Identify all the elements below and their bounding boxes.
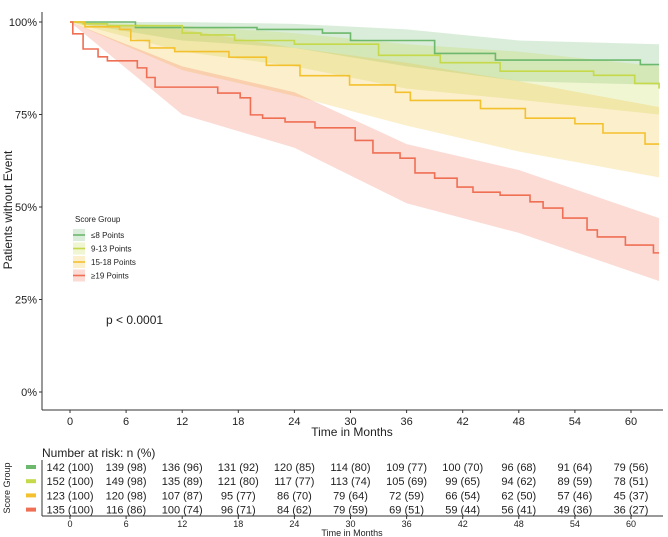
risk-cell: 136 (96) xyxy=(162,462,203,474)
risk-cell: 66 (54) xyxy=(445,490,480,502)
x-tick-label: 60 xyxy=(625,416,637,428)
risk-table-title: Number at risk: n (%) xyxy=(42,446,155,460)
risk-cell: 107 (87) xyxy=(162,490,203,502)
risk-row-color-key xyxy=(26,465,36,469)
risk-cell: 78 (51) xyxy=(614,476,649,488)
risk-cell: 56 (41) xyxy=(501,505,536,517)
risk-cell: 109 (77) xyxy=(386,462,427,474)
ci-band-3 xyxy=(70,22,660,178)
risk-row-color-key xyxy=(26,493,36,498)
survival-curve-2 xyxy=(70,21,660,89)
risk-cell: 121 (80) xyxy=(218,476,259,488)
risk-cell: 59 (44) xyxy=(445,505,480,517)
x-tick-label: 30 xyxy=(344,416,356,428)
legend-label: ≤8 Points xyxy=(91,231,124,240)
ci-band-2 xyxy=(70,22,660,115)
x-tick-label: 12 xyxy=(176,416,188,428)
risk-x-tick-label: 48 xyxy=(514,519,524,529)
survival-curve-4 xyxy=(70,21,660,254)
risk-cell: 135 (100) xyxy=(46,505,93,517)
risk-cell: 96 (71) xyxy=(221,505,256,517)
risk-x-tick-label: 0 xyxy=(67,519,72,529)
risk-x-tick-label: 42 xyxy=(458,519,468,529)
y-tick-label: 100% xyxy=(9,17,37,29)
risk-y-axis-title: Score Group xyxy=(2,462,12,513)
risk-cell: 79 (59) xyxy=(333,505,368,517)
risk-cell: 105 (69) xyxy=(386,476,427,488)
y-tick-label: 75% xyxy=(15,110,37,122)
risk-cell: 79 (56) xyxy=(614,462,649,474)
risk-row-color-key xyxy=(26,507,36,512)
survival-curve-1 xyxy=(70,21,660,66)
legend-title: Score Group xyxy=(75,215,121,224)
risk-cell: 120 (85) xyxy=(274,462,315,474)
risk-row-color-key xyxy=(26,479,36,484)
y-axis-title: Patients without Event xyxy=(1,150,15,269)
risk-x-tick-label: 36 xyxy=(402,519,412,529)
x-tick-label: 42 xyxy=(457,416,469,428)
risk-cell: 95 (77) xyxy=(221,490,256,502)
risk-x-tick-label: 54 xyxy=(570,519,580,529)
x-tick-label: 0 xyxy=(67,416,73,428)
risk-cell: 45 (37) xyxy=(614,490,649,502)
risk-cell: 84 (62) xyxy=(277,505,312,517)
legend-label: 9-13 Points xyxy=(91,245,131,254)
risk-cell: 120 (98) xyxy=(106,490,147,502)
survival-curve-3 xyxy=(70,21,660,145)
risk-cell: 94 (62) xyxy=(501,476,536,488)
risk-x-tick-label: 30 xyxy=(345,519,355,529)
risk-cell: 152 (100) xyxy=(46,476,93,488)
risk-x-tick-label: 60 xyxy=(626,519,636,529)
risk-x-axis-title: Time in Months xyxy=(321,528,383,537)
risk-cell: 114 (80) xyxy=(330,462,370,474)
risk-cell: 72 (59) xyxy=(389,490,424,502)
risk-cell: 113 (74) xyxy=(330,476,370,488)
risk-cell: 86 (70) xyxy=(277,490,312,502)
risk-cell: 99 (65) xyxy=(445,476,480,488)
risk-cell: 142 (100) xyxy=(46,462,93,474)
risk-x-tick-label: 18 xyxy=(233,519,243,529)
x-axis-title: Time in Months xyxy=(311,425,393,439)
risk-cell: 135 (89) xyxy=(162,476,203,488)
risk-cell: 69 (51) xyxy=(389,505,424,517)
legend-label: 15-18 Points xyxy=(91,258,136,267)
risk-cell: 149 (98) xyxy=(106,476,147,488)
risk-cell: 100 (74) xyxy=(162,505,203,517)
legend-label: ≥19 Points xyxy=(91,272,129,281)
risk-cell: 116 (86) xyxy=(106,505,146,517)
risk-x-tick-label: 6 xyxy=(124,519,129,529)
risk-x-tick-label: 12 xyxy=(177,519,187,529)
risk-cell: 117 (77) xyxy=(274,476,314,488)
risk-cell: 89 (59) xyxy=(557,476,592,488)
x-tick-label: 24 xyxy=(288,416,300,428)
x-tick-label: 18 xyxy=(232,416,244,428)
risk-cell: 79 (64) xyxy=(333,490,368,502)
risk-cell: 49 (36) xyxy=(557,505,592,517)
x-tick-label: 36 xyxy=(400,416,412,428)
x-tick-label: 54 xyxy=(569,416,581,428)
risk-x-tick-label: 24 xyxy=(289,519,299,529)
risk-cell: 62 (50) xyxy=(501,490,536,502)
ci-band-1 xyxy=(70,22,660,85)
risk-cell: 123 (100) xyxy=(46,490,93,502)
risk-cell: 36 (27) xyxy=(614,505,649,517)
y-tick-label: 50% xyxy=(15,202,37,214)
y-tick-label: 25% xyxy=(15,295,37,307)
risk-cell: 96 (68) xyxy=(501,462,536,474)
p-value: p < 0.0001 xyxy=(106,313,163,327)
risk-cell: 139 (98) xyxy=(106,462,147,474)
risk-cell: 57 (46) xyxy=(557,490,592,502)
x-tick-label: 6 xyxy=(123,416,129,428)
x-tick-label: 48 xyxy=(513,416,525,428)
risk-cell: 91 (64) xyxy=(557,462,592,474)
risk-cell: 100 (70) xyxy=(442,462,483,474)
y-tick-label: 0% xyxy=(21,387,37,399)
risk-cell: 131 (92) xyxy=(218,462,259,474)
